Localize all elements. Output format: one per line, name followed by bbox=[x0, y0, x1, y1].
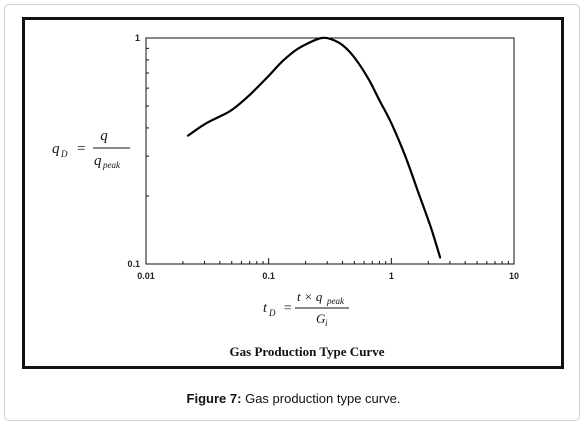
xlabel-equals: = bbox=[283, 301, 292, 316]
caption-text: Gas production type curve. bbox=[245, 391, 401, 406]
y-axis-label: q D = q q peak bbox=[52, 128, 130, 170]
figure-caption: Figure 7: Gas production type curve. bbox=[0, 391, 587, 406]
xlabel-denominator-sub: i bbox=[325, 318, 328, 328]
figure-box bbox=[22, 17, 564, 369]
plot-area bbox=[145, 37, 515, 265]
y-tick-label: 1 bbox=[135, 33, 140, 43]
ylabel-numerator: q bbox=[100, 128, 108, 144]
xlabel-numerator: t × q bbox=[297, 289, 323, 304]
x-tick-label: 0.1 bbox=[262, 271, 275, 281]
xlabel-lhs-sub: D bbox=[268, 308, 276, 318]
ylabel-lhs-sub: D bbox=[60, 149, 68, 159]
xlabel-lhs: t bbox=[263, 301, 268, 316]
series-line bbox=[186, 36, 442, 259]
xlabel-denominator: G bbox=[316, 311, 326, 326]
x-tick-label: 1 bbox=[389, 271, 394, 281]
axis-ticks bbox=[145, 47, 509, 265]
x-tick-label: 0.01 bbox=[137, 271, 155, 281]
ylabel-denominator: q bbox=[94, 153, 102, 169]
tick-labels: 0.01 0.1 1 10 1 0.1 bbox=[127, 33, 519, 281]
ylabel-denominator-sub: peak bbox=[102, 160, 121, 170]
x-axis-label: t D = t × q peak G i bbox=[263, 289, 349, 328]
caption-label: Figure 7: bbox=[186, 391, 242, 406]
x-tick-label: 10 bbox=[509, 271, 519, 281]
chart-title: Gas Production Type Curve bbox=[230, 344, 385, 359]
ylabel-equals: = bbox=[76, 141, 86, 157]
ylabel-lhs: q bbox=[52, 141, 60, 157]
y-tick-label: 0.1 bbox=[127, 259, 140, 269]
xlabel-numerator-sub: peak bbox=[326, 296, 345, 306]
